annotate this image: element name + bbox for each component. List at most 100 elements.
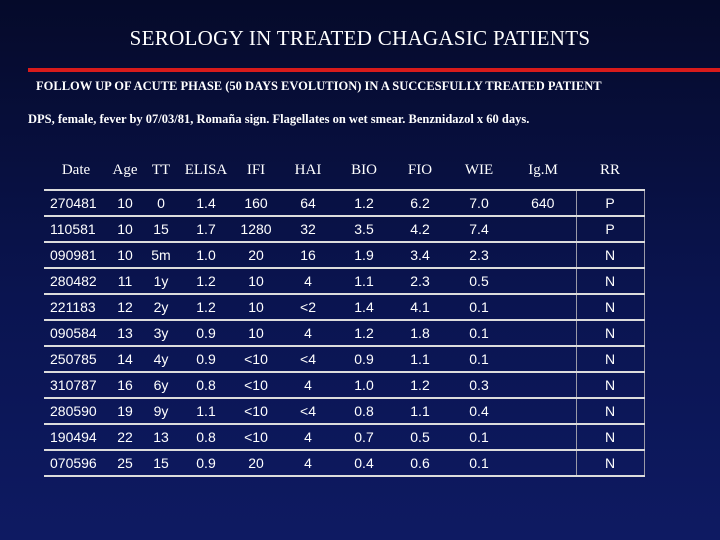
table-cell: 1.1 <box>392 397 448 425</box>
table-cell: 280590 <box>44 397 108 425</box>
table-cell: 0.1 <box>448 449 510 477</box>
table-cell: P <box>575 215 645 243</box>
slide-subtitle: FOLLOW UP OF ACUTE PHASE (50 DAYS EVOLUT… <box>36 79 602 93</box>
table-cell <box>510 371 576 399</box>
table-cell <box>510 449 576 477</box>
table-body: 270481 10 0 1.4 160 64 1.2 6.2 7.0 640 P 110581 10 15… <box>44 189 645 477</box>
table-cell: 250785 <box>44 345 108 373</box>
table-cell: 310787 <box>44 371 108 399</box>
table-cell: 22 <box>108 423 142 451</box>
table-row: 110581 10 15 1.7 1280 32 3.5 4.2 7.4 P <box>44 215 645 243</box>
table-cell: 1280 <box>232 215 280 243</box>
table-cell: 3y <box>142 319 180 347</box>
table-cell: <10 <box>232 371 280 399</box>
table-cell <box>510 423 576 451</box>
table-cell: 0.1 <box>448 319 510 347</box>
header-wie: WIE <box>464 161 494 178</box>
table-cell: N <box>575 293 645 321</box>
table-cell: <2 <box>280 293 336 321</box>
table-row: 190494 22 13 0.8 <10 4 0.7 0.5 0.1 N <box>44 423 645 451</box>
table-cell: 1.4 <box>180 189 232 217</box>
header-age: Age <box>112 161 138 178</box>
header-ifi: IFI <box>246 161 266 178</box>
table-cell: 1.2 <box>336 189 392 217</box>
table-cell: 16 <box>280 241 336 269</box>
table-cell: 090584 <box>44 319 108 347</box>
table-cell: 0.4 <box>336 449 392 477</box>
table-cell: 1.0 <box>180 241 232 269</box>
slide-title: SEROLOGY IN TREATED CHAGASIC PATIENTS <box>129 26 591 50</box>
table-cell: <10 <box>232 345 280 373</box>
table-cell: N <box>575 449 645 477</box>
table-row: 070596 25 15 0.9 20 4 0.4 0.6 0.1 N <box>44 449 645 477</box>
table-cell: <10 <box>232 397 280 425</box>
table-cell: 4 <box>280 267 336 295</box>
header-fio: FIO <box>407 161 433 178</box>
table-cell: 3.5 <box>336 215 392 243</box>
table-cell: 0.1 <box>448 293 510 321</box>
table-row: 310787 16 6y 0.8 <10 4 1.0 1.2 0.3 N <box>44 371 645 399</box>
table-cell: 6.2 <box>392 189 448 217</box>
table-row: 221183 12 2y 1.2 10 <2 1.4 4.1 0.1 N <box>44 293 645 321</box>
table-cell: 15 <box>142 449 180 477</box>
table-cell <box>510 215 576 243</box>
header-hai: HAI <box>294 161 322 178</box>
table-row: 090981 10 5m 1.0 20 16 1.9 3.4 2.3 N <box>44 241 645 269</box>
table-cell: 0.8 <box>336 397 392 425</box>
table-cell: 10 <box>232 267 280 295</box>
table-cell: 20 <box>232 449 280 477</box>
table-cell: 19 <box>108 397 142 425</box>
table-cell: 190494 <box>44 423 108 451</box>
table-cell: N <box>575 267 645 295</box>
table-cell: 20 <box>232 241 280 269</box>
table-cell: 640 <box>510 189 576 217</box>
table-cell <box>510 267 576 295</box>
header-date: Date <box>61 161 91 178</box>
table-cell: 0.1 <box>448 423 510 451</box>
table-cell: <10 <box>232 423 280 451</box>
table-header-row: Date Age TT ELISA IFI HAI BIO FIO WIE Ig… <box>44 151 644 190</box>
table-cell: 4 <box>280 371 336 399</box>
table-cell: N <box>575 345 645 373</box>
table-cell: <4 <box>280 345 336 373</box>
table-cell: 2.3 <box>392 267 448 295</box>
table-cell: 4y <box>142 345 180 373</box>
table-cell: 1.2 <box>180 267 232 295</box>
table-cell: 1.8 <box>392 319 448 347</box>
table-cell: 0.5 <box>392 423 448 451</box>
table-cell: 2y <box>142 293 180 321</box>
table-cell <box>510 241 576 269</box>
table-cell <box>510 397 576 425</box>
table-cell: 270481 <box>44 189 108 217</box>
table-cell: 10 <box>108 241 142 269</box>
table-cell: 64 <box>280 189 336 217</box>
table-row: 270481 10 0 1.4 160 64 1.2 6.2 7.0 640 P <box>44 189 645 217</box>
table-cell: 0.7 <box>336 423 392 451</box>
table-cell: 14 <box>108 345 142 373</box>
table-cell: 0.8 <box>180 423 232 451</box>
table-cell: 4.2 <box>392 215 448 243</box>
table-row: 090584 13 3y 0.9 10 4 1.2 1.8 0.1 N <box>44 319 645 347</box>
table-cell: P <box>575 189 645 217</box>
table-cell: 1.9 <box>336 241 392 269</box>
table-cell: 5m <box>142 241 180 269</box>
table-cell: 10 <box>108 189 142 217</box>
header-tt: TT <box>151 161 171 178</box>
table-cell: 0.9 <box>180 345 232 373</box>
table-cell <box>510 293 576 321</box>
table-cell: 4 <box>280 449 336 477</box>
table-cell: 0.1 <box>448 345 510 373</box>
header-bio: BIO <box>351 161 377 178</box>
table-cell: N <box>575 371 645 399</box>
table-cell: 0.4 <box>448 397 510 425</box>
table-cell: 160 <box>232 189 280 217</box>
table-cell: N <box>575 423 645 451</box>
table-cell: 10 <box>232 293 280 321</box>
table-cell: 1.1 <box>336 267 392 295</box>
table-cell: 13 <box>142 423 180 451</box>
table-cell: 32 <box>280 215 336 243</box>
table-cell: 16 <box>108 371 142 399</box>
table-cell: 090981 <box>44 241 108 269</box>
table-cell: N <box>575 241 645 269</box>
table-cell: 1.1 <box>392 345 448 373</box>
